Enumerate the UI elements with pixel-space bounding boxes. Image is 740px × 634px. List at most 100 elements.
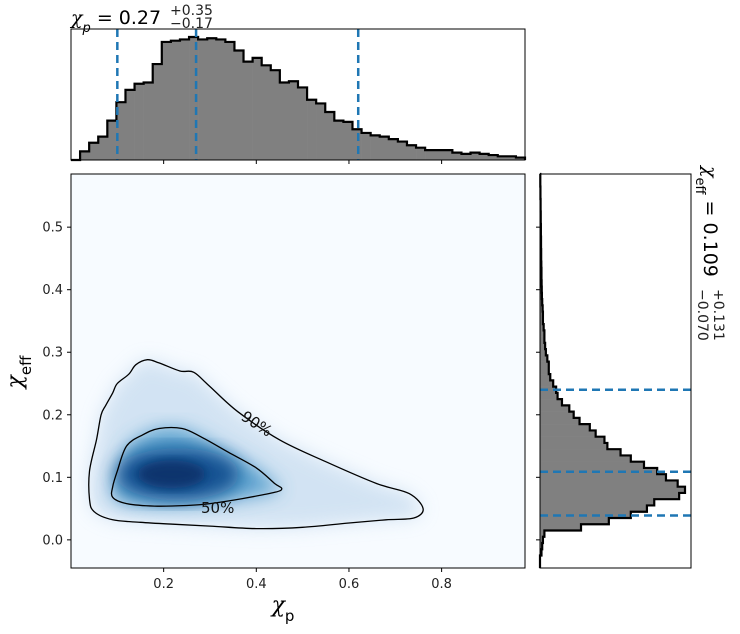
right-hist-bar <box>540 455 631 462</box>
right-hist-bar <box>540 536 543 544</box>
right-hist-bar <box>540 449 621 456</box>
top-marginal-panel: χp = 0.27 +0.35 −0.17 <box>69 3 527 164</box>
top-quantile-lines <box>116 29 360 160</box>
right-title-minus: −0.070 <box>694 289 710 341</box>
top-equals: = <box>91 7 119 29</box>
right-hist-bar <box>540 361 549 369</box>
y-tick-label: 0.0 <box>42 533 63 548</box>
y-tick-label: 0.1 <box>42 471 63 486</box>
right-hist-bar <box>540 392 558 400</box>
top-hist-bar <box>452 152 462 160</box>
right-hist-bar <box>540 530 545 538</box>
right-hist-bar <box>540 336 545 344</box>
right-equals: = <box>699 194 721 222</box>
right-hist-bar <box>540 524 582 531</box>
y-tick-label: 0.5 <box>42 221 63 236</box>
right-hist-bar <box>540 374 551 381</box>
contour-50pct <box>110 426 283 507</box>
top-hist-bar <box>497 156 508 160</box>
top-hist-bar <box>98 136 108 160</box>
top-hist-bar <box>234 50 244 160</box>
right-hist-bar <box>540 342 546 350</box>
right-hist-bar <box>540 442 608 450</box>
top-hist-bar <box>89 142 99 160</box>
top-hist-bar <box>470 152 480 160</box>
x-tick-label: 0.6 <box>339 577 360 592</box>
right-hist-bar <box>540 424 590 431</box>
top-title-plus: +0.35 <box>170 3 213 19</box>
right-hist-bar <box>540 380 554 387</box>
right-hist-bar <box>540 492 680 500</box>
top-hist-outline <box>71 35 527 162</box>
top-hist-bar <box>243 61 253 160</box>
right-title-value: 0.109 <box>699 222 721 276</box>
top-hist-bar <box>288 81 299 160</box>
right-title-plus: +0.131 <box>710 289 726 341</box>
top-hist-bar <box>307 99 317 160</box>
top-hist-bar <box>416 147 426 160</box>
contour-90pct <box>88 359 424 530</box>
top-hist-bar <box>443 150 453 160</box>
chi-p-subscript: p <box>82 21 91 36</box>
right-hist-bar <box>540 461 644 469</box>
right-hist-bar <box>540 330 545 337</box>
top-panel-frame <box>70 28 526 161</box>
svg-text:χeff = 0.109: χeff = 0.109 <box>693 164 722 277</box>
top-histogram <box>71 35 527 162</box>
top-hist-bar <box>216 39 226 160</box>
right-hist-bar <box>540 349 546 356</box>
right-hist-bar <box>540 499 655 506</box>
top-hist-bar <box>270 70 281 160</box>
right-ticks <box>536 226 540 541</box>
top-hist-bar <box>488 155 499 160</box>
top-title-value: 0.27 <box>119 7 161 29</box>
x-tick-label: 0.4 <box>246 577 267 592</box>
right-hist-bar <box>540 436 605 444</box>
right-hist-bar <box>540 324 544 331</box>
density-contours <box>88 359 424 530</box>
top-hist-bar <box>279 82 290 160</box>
right-panel-frame <box>539 173 692 569</box>
top-hist-bar <box>434 150 444 160</box>
top-hist-bar <box>116 102 126 160</box>
x-tick-label: 0.2 <box>153 577 174 592</box>
top-hist-bar <box>125 89 135 160</box>
top-hist-bar <box>479 153 489 160</box>
right-hist-bar <box>540 430 596 437</box>
x-tick-label: 0.8 <box>431 577 452 592</box>
top-hist-bar <box>316 103 326 160</box>
right-hist-bar <box>540 399 562 406</box>
right-hist-bar <box>540 311 543 319</box>
right-hist-bar <box>540 386 557 394</box>
right-histogram <box>538 172 687 568</box>
top-hist-bar <box>397 141 408 160</box>
top-hist-bar <box>179 39 190 160</box>
x-axis-label: χp <box>270 593 295 625</box>
contour-label-50: 50% <box>201 499 234 517</box>
right-hist-bar <box>540 305 543 312</box>
right-panel-title: χeff = 0.109 +0.131 −0.070 <box>693 164 727 341</box>
right-hist-bar <box>540 486 685 494</box>
top-hist-bar <box>80 151 90 160</box>
top-hist-bar <box>506 156 517 160</box>
right-hist-bar <box>540 505 647 513</box>
joint-density <box>71 174 525 568</box>
top-hist-bar <box>261 65 272 160</box>
y-tick-label: 0.4 <box>42 283 63 298</box>
density-peak <box>137 460 206 489</box>
top-hist-bar <box>252 57 262 160</box>
top-hist-bar <box>425 150 435 160</box>
top-hist-bar <box>225 41 235 160</box>
top-title-minus: −0.17 <box>170 16 213 32</box>
joint-panel-frame <box>70 173 526 569</box>
joint-ticks: 0.2 0.4 0.6 0.8 0.0 0.1 0.2 0.3 0.4 0.5 <box>42 221 452 592</box>
top-hist-bar <box>343 121 353 160</box>
right-hist-bar <box>540 411 574 419</box>
chi-eff-symbol: χ <box>699 164 721 179</box>
top-ticks <box>163 160 443 164</box>
right-hist-bar <box>540 367 549 375</box>
top-hist-bar <box>361 132 371 160</box>
top-hist-bar <box>143 82 154 160</box>
y-axis-label: χeff <box>3 355 35 391</box>
